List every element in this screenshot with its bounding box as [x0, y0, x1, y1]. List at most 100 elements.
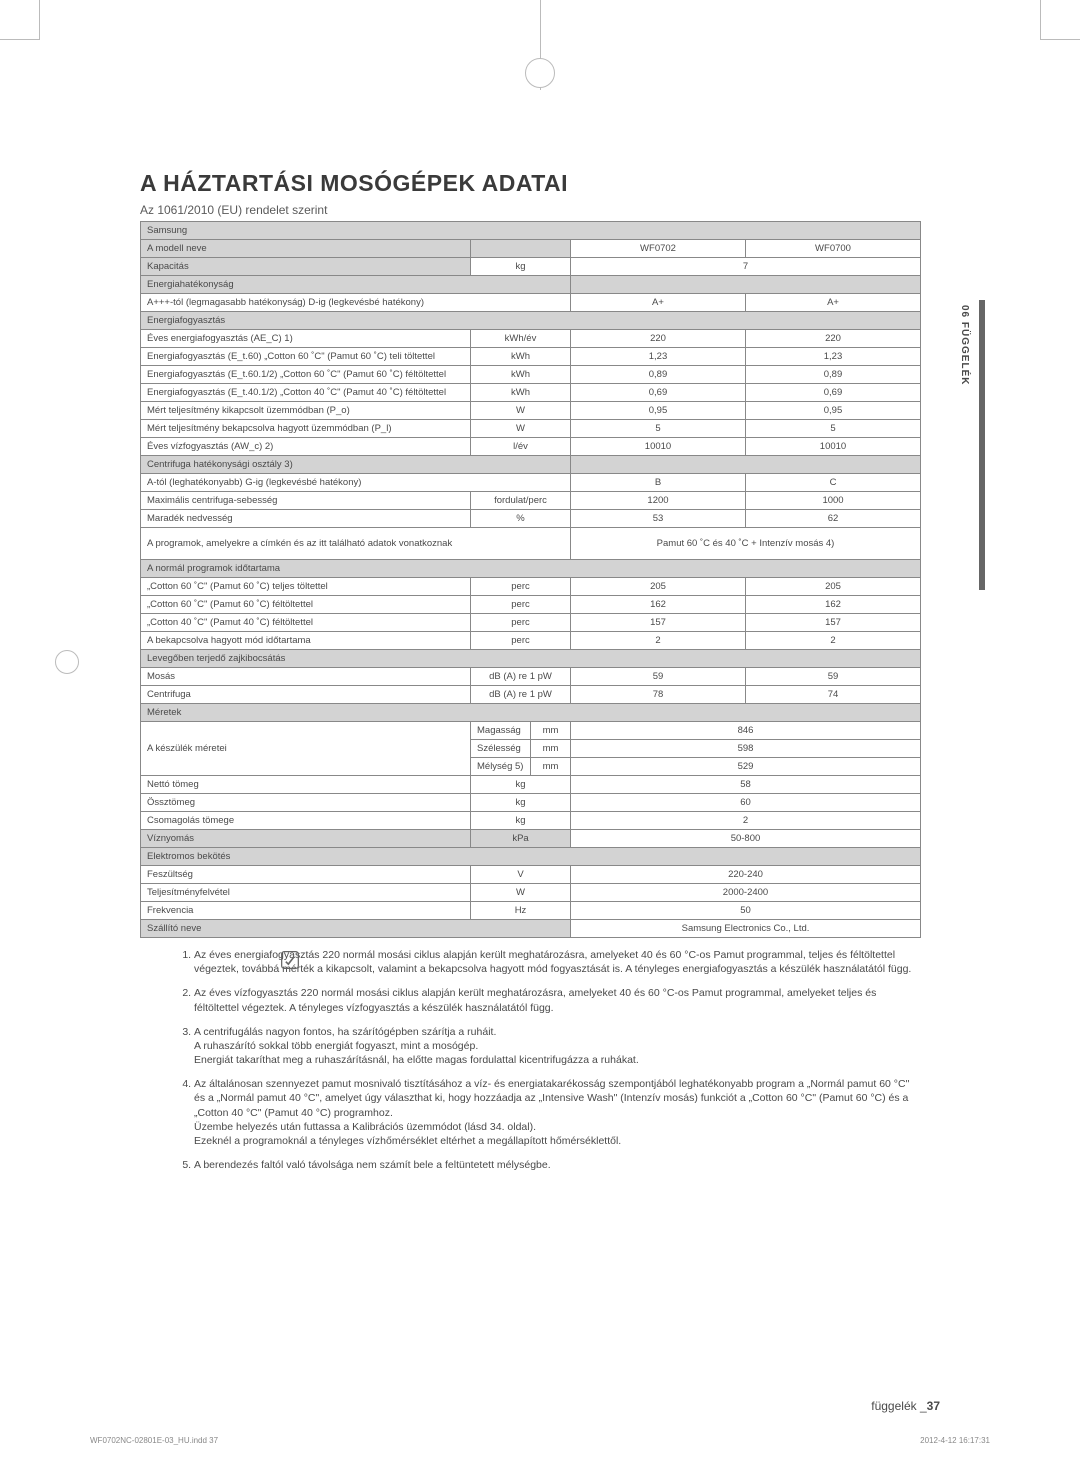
- table-row-val-1: 0,89: [746, 366, 921, 384]
- volt-label: Feszültség: [141, 866, 471, 884]
- prog-span-val: Pamut 60 ˚C és 40 ˚C + Intenzív mosás 4): [571, 528, 921, 560]
- supp-val: Samsung Electronics Co., Ltd.: [571, 920, 921, 938]
- encons-label: Energiafogyasztás: [141, 312, 921, 330]
- capacity-unit: kg: [471, 258, 571, 276]
- table-row-label: Mért teljesítmény bekapcsolva hagyott üz…: [141, 420, 471, 438]
- footnote-item: A centrifugálás nagyon fontos, ha szárít…: [194, 1025, 920, 1068]
- table-row-val-0: 162: [571, 596, 746, 614]
- table-row-label: Energiafogyasztás (E_t.40.1/2) „Cotton 4…: [141, 384, 471, 402]
- press-unit: kPa: [471, 830, 571, 848]
- table-row-val-1: 220: [746, 330, 921, 348]
- table-row-label: Energiafogyasztás (E_t.60.1/2) „Cotton 6…: [141, 366, 471, 384]
- freq-label: Frekvencia: [141, 902, 471, 920]
- table-row-val-0: 0,69: [571, 384, 746, 402]
- table-row-label: „Cotton 60 ˚C" (Pamut 60 ˚C) teljes tölt…: [141, 578, 471, 596]
- net-unit: kg: [471, 776, 571, 794]
- moist-unit: %: [471, 510, 571, 528]
- table-row-unit: perc: [471, 596, 571, 614]
- dim-w: 598: [571, 740, 921, 758]
- table-row-val-0: 0,95: [571, 402, 746, 420]
- pow-unit: W: [471, 884, 571, 902]
- wash-label: Mosás: [141, 668, 471, 686]
- maxspin-0: 1200: [571, 492, 746, 510]
- capacity-label: Kapacitás: [141, 258, 471, 276]
- side-tab-label: 06 FÜGGELÉK: [959, 305, 970, 385]
- gross-val: 60: [571, 794, 921, 812]
- table-row-val-1: 162: [746, 596, 921, 614]
- elec-label: Elektromos bekötés: [141, 848, 921, 866]
- dim-d: 529: [571, 758, 921, 776]
- table-row-unit: perc: [471, 578, 571, 596]
- model-label: A modell neve: [141, 240, 471, 258]
- gross-unit: kg: [471, 794, 571, 812]
- page-title: A HÁZTARTÁSI MOSÓGÉPEK ADATAI: [140, 170, 920, 197]
- capacity-val: 7: [571, 258, 921, 276]
- table-row-val-0: 220: [571, 330, 746, 348]
- dim-d-lbl: Mélység 5): [471, 758, 531, 776]
- table-row-unit: kWh: [471, 348, 571, 366]
- dim-h: 846: [571, 722, 921, 740]
- table-row-unit: perc: [471, 614, 571, 632]
- table-row-val-0: 205: [571, 578, 746, 596]
- dim-d-unit: mm: [531, 758, 571, 776]
- crop-mark-tr: [1040, 0, 1080, 40]
- table-row-val-0: 157: [571, 614, 746, 632]
- footer-left: WF0702NC-02801E-03_HU.indd 37: [90, 1436, 218, 1445]
- moist-0: 53: [571, 510, 746, 528]
- table-row-unit: perc: [471, 632, 571, 650]
- spineff-0: B: [571, 474, 746, 492]
- table-row-val-1: 2: [746, 632, 921, 650]
- spineff-label: Centrifuga hatékonysági osztály 3): [141, 456, 571, 474]
- spineff-scale: A-tól (leghatékonyabb) G-ig (legkevésbé …: [141, 474, 571, 492]
- footer-timestamp: 2012-4-12 16:17:31: [920, 1436, 990, 1445]
- freq-val: 50: [571, 902, 921, 920]
- spine-circle: [525, 58, 555, 88]
- wash-1: 59: [746, 668, 921, 686]
- eneff-label: Energiahatékonyság: [141, 276, 571, 294]
- table-row-val-1: 0,95: [746, 402, 921, 420]
- table-row-val-1: 10010: [746, 438, 921, 456]
- freq-unit: Hz: [471, 902, 571, 920]
- table-row-unit: l/év: [471, 438, 571, 456]
- dim-w-lbl: Szélesség: [471, 740, 531, 758]
- dim-h-lbl: Magasság: [471, 722, 531, 740]
- footnote-item: Az éves vízfogyasztás 220 normál mosási …: [194, 986, 920, 1014]
- pow-val: 2000-2400: [571, 884, 921, 902]
- footnotes: Az éves energiafogyasztás 220 normál mos…: [140, 948, 920, 1172]
- maxspin-label: Maximális centrifuga-sebesség: [141, 492, 471, 510]
- footer-right: függelék _37: [871, 1399, 940, 1413]
- eneff-1: A+: [746, 294, 921, 312]
- maxspin-1: 1000: [746, 492, 921, 510]
- brand-row: Samsung: [141, 222, 921, 240]
- pack-val: 2: [571, 812, 921, 830]
- table-row-val-1: 5: [746, 420, 921, 438]
- table-row-unit: kWh: [471, 366, 571, 384]
- gross-label: Össztömeg: [141, 794, 471, 812]
- table-row-val-1: 157: [746, 614, 921, 632]
- dims-label: Méretek: [141, 704, 921, 722]
- spin-0: 78: [571, 686, 746, 704]
- table-row-val-1: 0,69: [746, 384, 921, 402]
- pow-label: Teljesítményfelvétel: [141, 884, 471, 902]
- press-label: Víznyomás: [141, 830, 471, 848]
- table-row-val-0: 10010: [571, 438, 746, 456]
- table-row-val-0: 0,89: [571, 366, 746, 384]
- data-sheet-table: Samsung A modell neve WF0702 WF0700 Kapa…: [140, 221, 921, 938]
- spineff-1: C: [746, 474, 921, 492]
- spin-label: Centrifuga: [141, 686, 471, 704]
- pack-unit: kg: [471, 812, 571, 830]
- table-row-label: Energiafogyasztás (E_t.60) „Cotton 60 ˚C…: [141, 348, 471, 366]
- punch-hole-icon: [55, 650, 79, 674]
- pack-label: Csomagolás tömege: [141, 812, 471, 830]
- table-row-unit: W: [471, 402, 571, 420]
- maxspin-unit: fordulat/perc: [471, 492, 571, 510]
- footnote-item: Az általánosan szennyezet pamut mosnival…: [194, 1077, 920, 1148]
- table-row-unit: kWh/év: [471, 330, 571, 348]
- note-icon: [280, 950, 300, 970]
- table-row-label: Mért teljesítmény kikapcsolt üzemmódban …: [141, 402, 471, 420]
- table-row-label: „Cotton 60 ˚C" (Pamut 60 ˚C) féltöltette…: [141, 596, 471, 614]
- footnote-item: Az éves energiafogyasztás 220 normál mos…: [194, 948, 920, 976]
- table-row-val-0: 5: [571, 420, 746, 438]
- supp-label: Szállító neve: [141, 920, 571, 938]
- table-row-val-0: 1,23: [571, 348, 746, 366]
